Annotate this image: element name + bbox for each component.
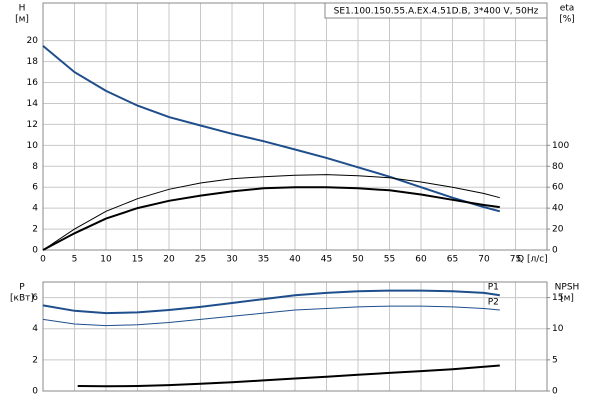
x-tick-label: 20 xyxy=(163,255,175,265)
y-tick-label: 16 xyxy=(27,78,39,88)
x-tick-label: 55 xyxy=(384,255,395,265)
axis-label: eta xyxy=(560,4,575,14)
axis-label: [м] xyxy=(560,294,574,304)
y2-tick-label: 20 xyxy=(552,225,564,235)
axis-label: [м] xyxy=(15,15,29,25)
y-tick-label: 2 xyxy=(32,355,38,365)
y2-tick-label: 60 xyxy=(552,183,564,193)
x-tick-label: 65 xyxy=(447,255,458,265)
y-tick-label: 4 xyxy=(32,204,38,214)
y-tick-label: 20 xyxy=(27,36,39,46)
y-tick-label: 12 xyxy=(27,120,38,130)
y-tick-label: 0 xyxy=(32,387,38,397)
series-label: P1 xyxy=(488,283,499,293)
x-tick-label: 10 xyxy=(100,255,112,265)
x-axis-label: Q [л/с] xyxy=(517,255,548,265)
axis-label: P xyxy=(19,283,25,293)
y-tick-label: 8 xyxy=(32,162,38,172)
plot-frame xyxy=(42,2,548,251)
axis-label: [%] xyxy=(559,15,575,25)
chart-title: SE1.100.150.55.A.EX.4.51D.B, 3*400 V, 50… xyxy=(334,7,539,17)
x-tick-label: 40 xyxy=(289,255,301,265)
x-tick-label: 60 xyxy=(415,255,427,265)
curve xyxy=(42,305,500,327)
y-tick-label: 10 xyxy=(27,141,39,151)
x-tick-label: 0 xyxy=(40,255,46,265)
y2-tick-label: 10 xyxy=(552,324,564,334)
curve xyxy=(42,45,501,213)
x-tick-label: 45 xyxy=(321,255,332,265)
y-tick-label: 6 xyxy=(32,183,38,193)
curve xyxy=(42,186,500,251)
x-tick-label: 25 xyxy=(195,255,206,265)
axis-label: H xyxy=(19,4,26,14)
y-tick-label: 18 xyxy=(27,57,39,67)
y2-tick-label: 80 xyxy=(552,162,564,172)
y-tick-label: 6 xyxy=(32,293,38,303)
curve xyxy=(42,289,500,315)
title-box xyxy=(324,2,548,19)
y-tick-label: 4 xyxy=(32,324,38,334)
axis-label: [кВт] xyxy=(10,294,34,304)
y-tick-label: 14 xyxy=(27,99,39,109)
x-tick-label: 15 xyxy=(132,255,143,265)
y2-tick-label: 0 xyxy=(552,246,558,256)
axis-label: NPSH xyxy=(555,283,580,293)
series-label: P2 xyxy=(488,298,499,308)
x-tick-label: 50 xyxy=(352,255,364,265)
x-tick-label: 30 xyxy=(226,255,238,265)
y-tick-label: 0 xyxy=(32,246,38,256)
y2-tick-label: 40 xyxy=(552,204,564,214)
x-tick-label: 5 xyxy=(72,255,78,265)
curve xyxy=(77,364,500,388)
y-tick-label: 2 xyxy=(32,225,38,235)
x-tick-label: 75 xyxy=(510,255,521,265)
y2-tick-label: 15 xyxy=(552,293,563,303)
x-tick-label: 35 xyxy=(258,255,269,265)
y2-tick-label: 100 xyxy=(552,141,569,151)
curve xyxy=(42,174,500,251)
x-tick-label: 70 xyxy=(478,255,490,265)
y2-tick-label: 5 xyxy=(552,355,558,365)
plot-frame xyxy=(42,281,548,392)
y2-tick-label: 0 xyxy=(552,387,558,397)
